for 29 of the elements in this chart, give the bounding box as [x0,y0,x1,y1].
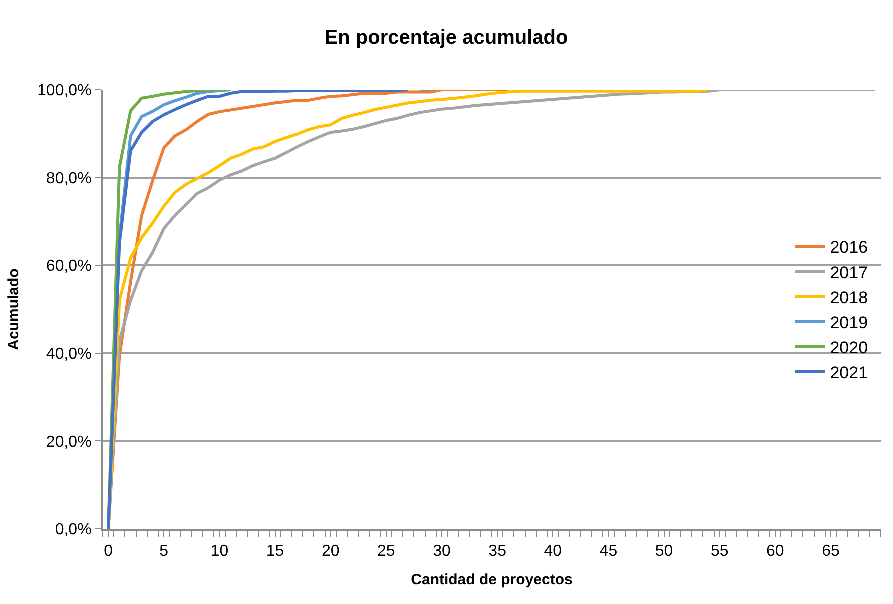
legend-label: 2019 [830,313,868,332]
x-tick-label: 0 [104,543,114,560]
y-tick-label: 60,0% [46,258,92,276]
y-tick-label: 100,0% [38,82,92,100]
legend-label: 2021 [830,364,868,383]
legend-label: 2020 [830,338,868,358]
y-axis-title: Acumulado [5,268,22,350]
chart-title: En porcentaje acumulado [324,27,568,50]
y-tick-label: 0,0% [55,522,92,539]
x-tick-label: 40 [544,543,562,560]
x-tick-label: 65 [822,543,840,560]
x-tick-label: 25 [378,543,396,560]
y-tick-label: 80,0% [46,170,92,188]
x-tick-label: 60 [766,543,784,560]
x-tick-label: 35 [488,543,507,560]
legend-label: 2017 [830,263,868,282]
x-tick-label: 15 [266,543,284,560]
legend-label: 2016 [830,238,868,258]
x-tick-label: 5 [160,543,169,560]
y-tick-label: 20,0% [46,434,92,451]
x-tick-label: 45 [600,543,618,560]
y-tick-label: 40,0% [46,346,92,363]
x-tick-label: 50 [655,543,674,560]
x-tick-label: 55 [710,543,729,560]
legend-label: 2018 [830,288,868,308]
x-axis-title: Cantidad de proyectos [411,572,573,589]
x-tick-label: 10 [210,543,229,560]
x-tick-label: 20 [322,543,340,560]
x-tick-label: 30 [433,543,451,560]
